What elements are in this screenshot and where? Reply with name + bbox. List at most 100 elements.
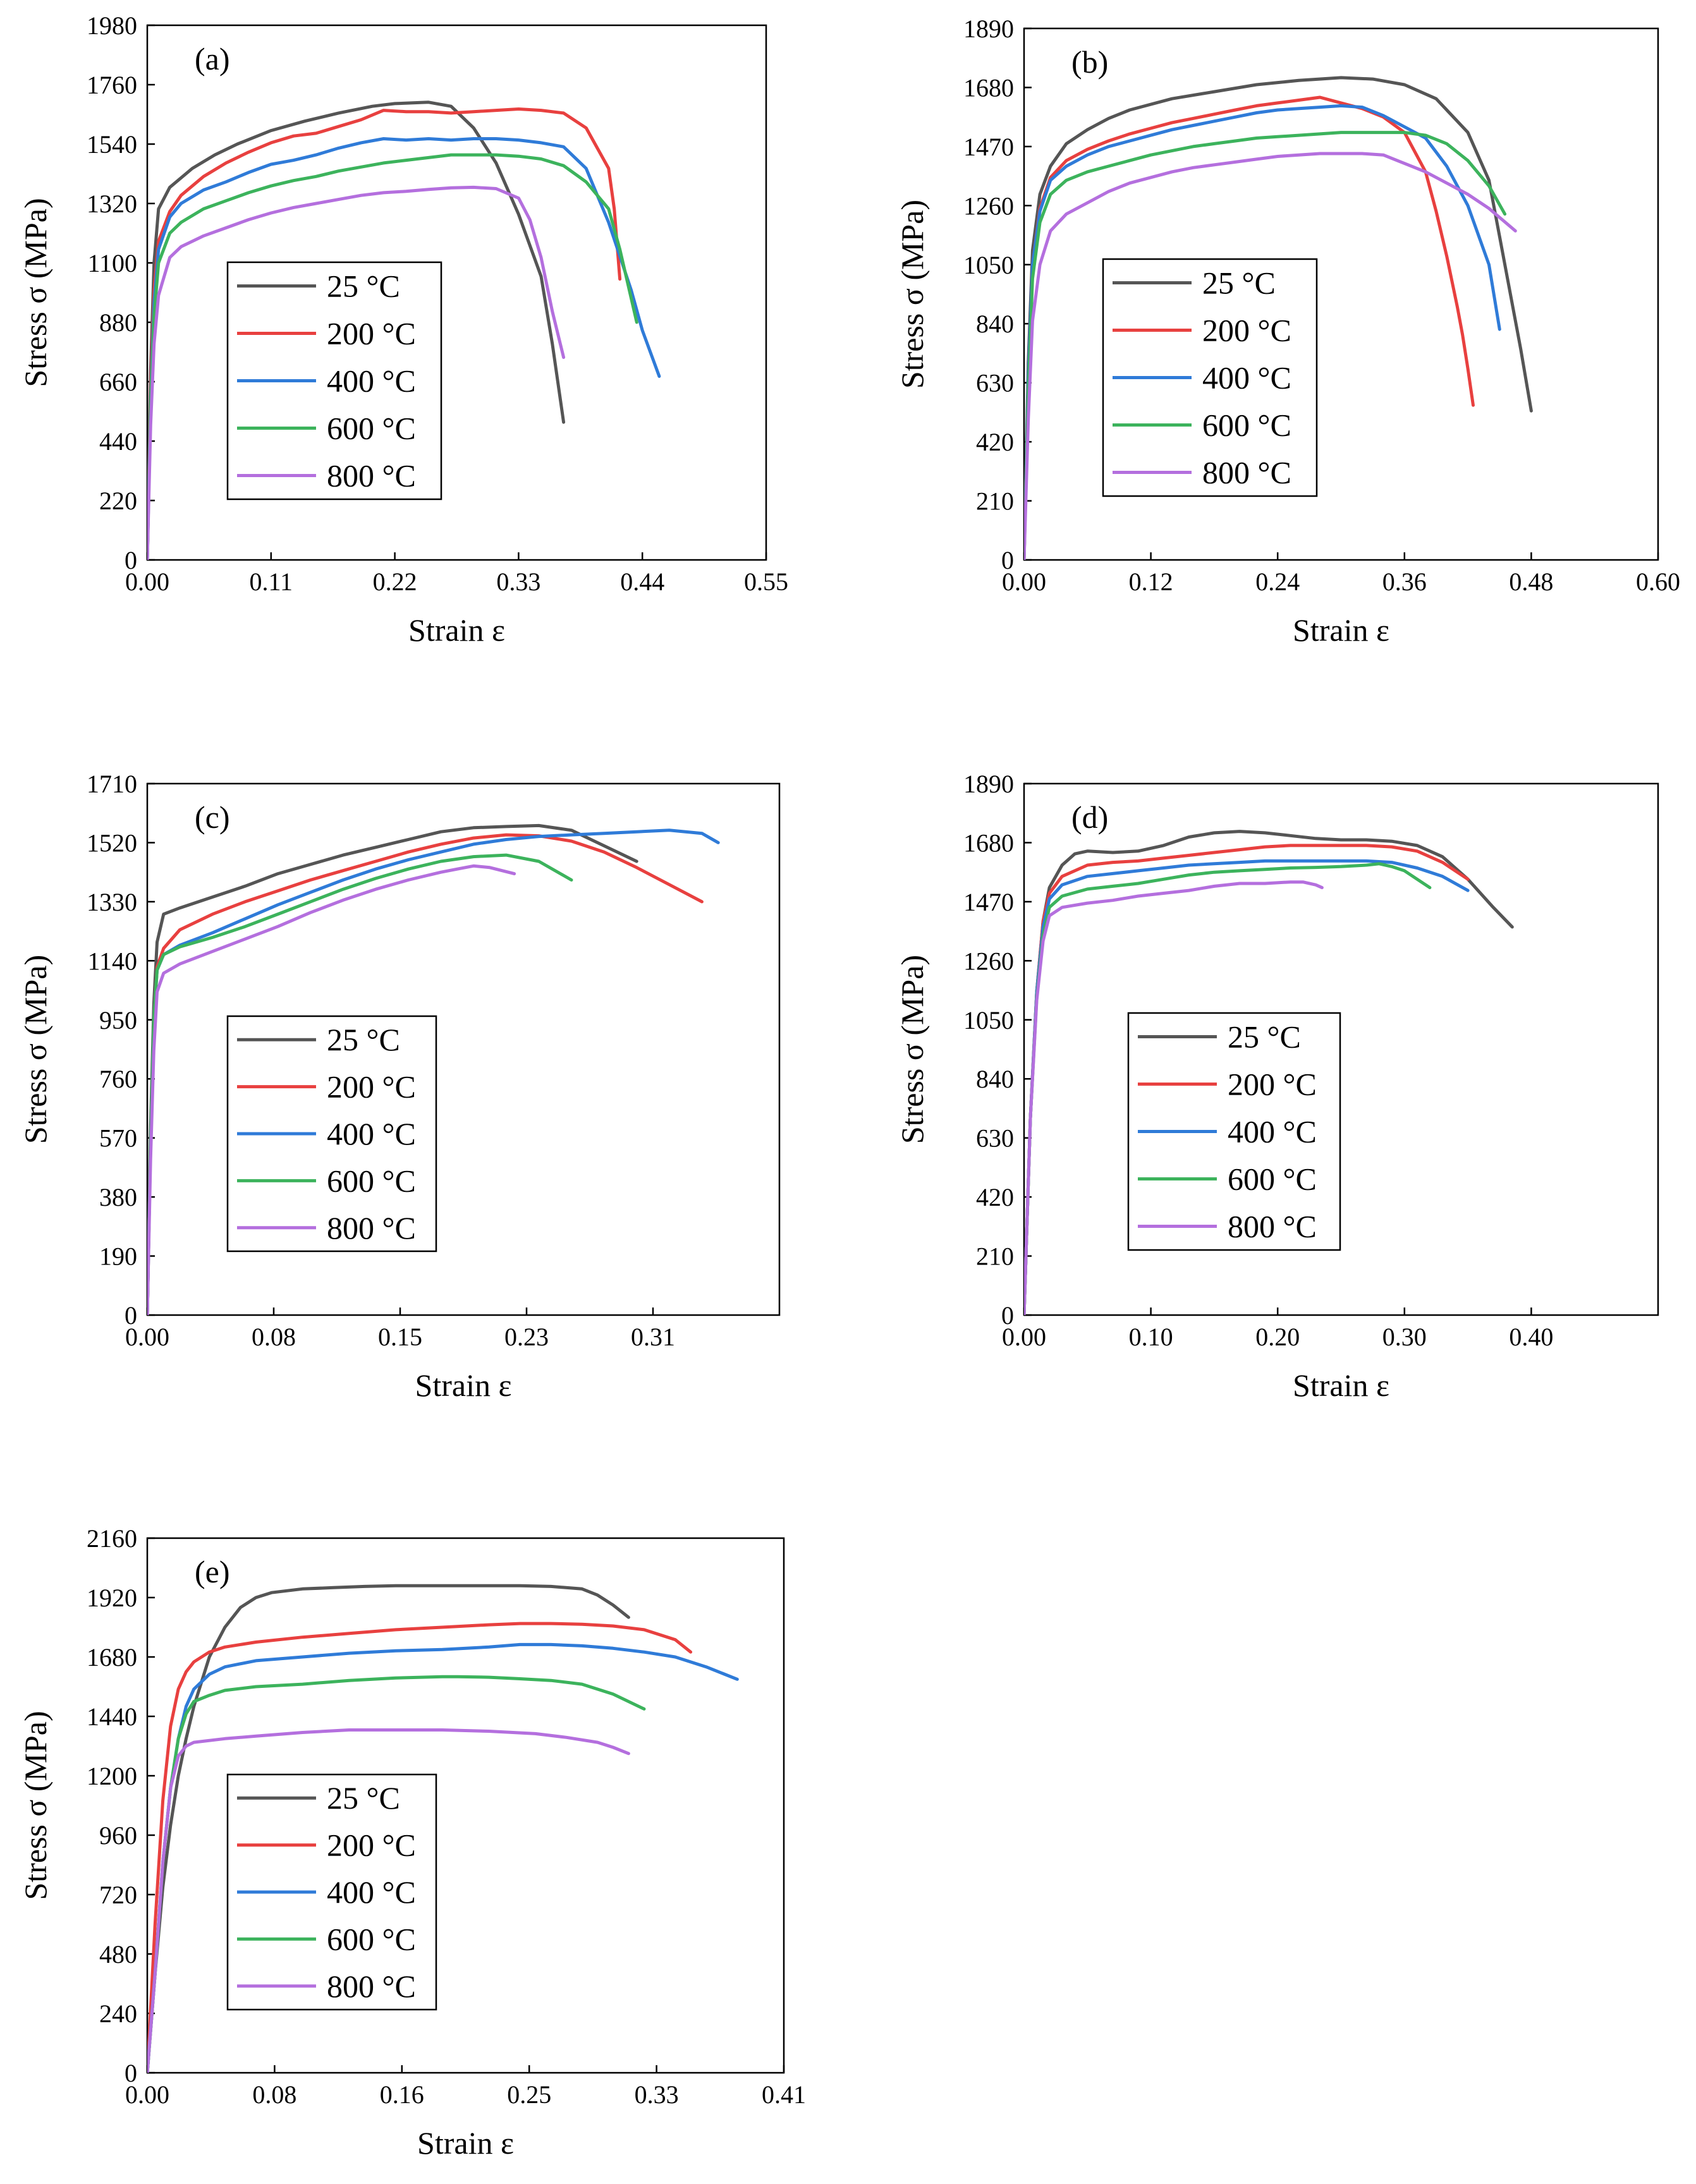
y-tick-label: 210 [976,487,1014,516]
legend-label: 600 °C [1228,1162,1317,1197]
legend-label: 800 °C [327,1210,416,1246]
x-tick-label: 0.08 [252,2080,296,2109]
legend-label: 25 °C [327,269,400,304]
y-tick-label: 0 [125,1301,137,1330]
x-tick-label: 0.31 [631,1323,675,1351]
y-tick-label: 950 [99,1006,137,1034]
series-line-5 [1024,880,1324,1315]
y-tick-label: 420 [976,428,1014,456]
y-tick-label: 0 [1001,546,1014,574]
legend-label: 200 °C [327,1828,416,1863]
plot-frame [1023,27,1659,561]
x-tick-label: 0.10 [1129,1323,1173,1351]
x-axis-label: Strain ε [408,612,505,648]
series-line-1 [147,823,638,1315]
y-tick-label: 1320 [87,190,137,218]
y-tick-label: 1100 [87,249,137,277]
panel-label: (a) [195,41,230,76]
legend-label: 800 °C [1228,1209,1317,1244]
y-tick-label: 1200 [87,1762,137,1790]
legend-label: 25 °C [1228,1019,1301,1055]
y-axis-label: Stress σ (MPa) [894,955,930,1144]
y-tick-label: 1470 [963,888,1014,916]
x-tick-label: 0.08 [252,1323,296,1351]
y-tick-label: 420 [976,1183,1014,1211]
y-tick-label: 1330 [87,888,137,916]
x-tick-label: 0.33 [635,2080,679,2109]
y-tick-label: 0 [125,2059,137,2087]
y-tick-label: 1920 [87,1584,137,1612]
y-tick-label: 720 [99,1881,137,1909]
y-tick-label: 1680 [963,73,1014,102]
legend: 25 °C 200 °C 400 °C 600 °C 800 °C [1127,1012,1341,1251]
legend: 25 °C 200 °C 400 °C 600 °C 800 °C [226,261,442,500]
series-line-5 [147,1728,630,2073]
y-tick-label: 660 [99,368,137,396]
y-tick-label: 840 [976,1065,1014,1093]
y-tick-label: 1760 [87,71,137,99]
x-tick-label: 0.44 [620,567,664,596]
y-tick-label: 1050 [963,251,1014,279]
legend: 25 °C 200 °C 400 °C 600 °C 800 °C [226,1015,437,1253]
y-tick-label: 2160 [87,1524,137,1553]
y-tick-label: 1140 [87,947,137,975]
legend-label: 800 °C [327,458,416,494]
x-tick-label: 0.25 [507,2080,551,2109]
y-tick-label: 570 [99,1124,137,1153]
y-tick-label: 1520 [87,828,137,857]
y-axis-label: Stress σ (MPa) [894,200,930,389]
legend-label: 600 °C [327,1163,416,1198]
legend-label: 600 °C [327,411,416,446]
y-tick-label: 1050 [963,1006,1014,1034]
legend-label: 25 °C [1202,265,1276,301]
legend-label: 25 °C [327,1780,400,1816]
series-line-4 [147,853,573,1315]
legend-label: 600 °C [327,1921,416,1956]
series-line-2 [147,1622,693,2073]
y-tick-label: 840 [976,310,1014,338]
y-tick-label: 1540 [87,130,137,159]
panel-label: (b) [1071,44,1108,80]
x-axis-label: Strain ε [415,1368,512,1403]
series-line-4 [147,153,638,560]
y-tick-label: 0 [125,546,137,574]
series-line-3 [1024,859,1470,1315]
y-tick-label: 630 [976,1124,1014,1153]
y-tick-label: 760 [99,1065,137,1093]
legend-label: 200 °C [327,316,416,351]
series-line-4 [1024,862,1432,1315]
chart-panel-5: 0.00 0.08 0.16 0.25 0.33 0.41 0 240 480 720 960 120… [18,1524,806,2161]
y-tick-label: 240 [99,1999,137,2028]
x-tick-label: 0.00 [1002,567,1046,596]
x-tick-label: 0.48 [1509,567,1553,596]
legend-label: 200 °C [327,1069,416,1105]
x-axis-label: Strain ε [417,2125,514,2161]
plot-frame [146,1537,785,2074]
y-tick-label: 630 [976,369,1014,397]
legend-label: 400 °C [327,363,416,399]
y-tick-label: 1890 [963,15,1014,43]
plot-frame [146,782,781,1316]
x-tick-label: 0.20 [1255,1323,1300,1351]
y-tick-label: 1680 [963,828,1014,857]
y-tick-label: 960 [99,1821,137,1850]
x-tick-label: 0.22 [373,567,417,596]
x-tick-label: 0.23 [504,1323,549,1351]
legend-label: 400 °C [1228,1114,1317,1150]
panel-label: (d) [1071,799,1108,835]
x-tick-label: 0.40 [1509,1323,1553,1351]
y-tick-label: 1710 [87,770,137,798]
y-axis-label: Stress σ (MPa) [18,955,53,1144]
chart-panel-3: 0.00 0.08 0.15 0.23 0.31 0 190 380 570 760 950 1140… [18,770,781,1403]
x-tick-label: 0.00 [125,1323,169,1351]
chart-panel-4: 0.00 0.10 0.20 0.30 0.40 0 210 420 630 840 1050 126… [894,770,1659,1403]
series-line-2 [147,833,704,1315]
legend-label: 25 °C [327,1022,400,1057]
legend-label: 400 °C [1202,360,1291,396]
legend: 25 °C 200 °C 400 °C 600 °C 800 °C [226,1773,437,2011]
y-tick-label: 1470 [963,133,1014,161]
series-line-5 [147,864,516,1315]
series-line-1 [147,1584,630,2073]
legend-label: 800 °C [327,1969,416,2004]
